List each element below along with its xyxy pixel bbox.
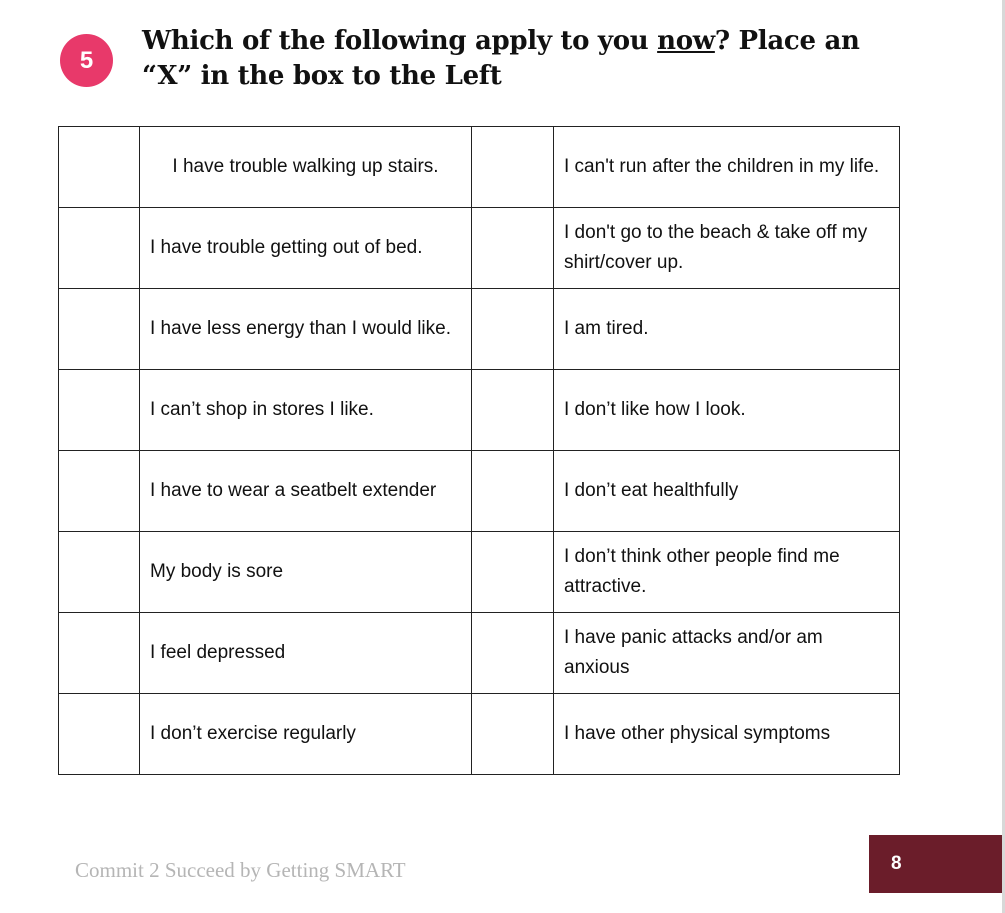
question-title: Which of the following apply to you now?… (142, 24, 860, 94)
checkbox-cell[interactable] (471, 288, 554, 370)
statement-cell: My body is sore (139, 531, 472, 613)
checkbox-cell[interactable] (471, 531, 554, 613)
checkbox-cell[interactable] (471, 207, 554, 289)
checkbox-cell[interactable] (58, 369, 140, 451)
checkbox-cell[interactable] (471, 612, 554, 694)
statement-cell: I can't run after the children in my lif… (553, 126, 900, 208)
checkbox-cell[interactable] (471, 450, 554, 532)
checkbox-cell[interactable] (58, 126, 140, 208)
checkbox-cell[interactable] (58, 450, 140, 532)
statement-cell: I have to wear a seatbelt extender (139, 450, 472, 532)
statement-cell: I feel depressed (139, 612, 472, 694)
title-part: ? Place an (714, 26, 860, 56)
title-line2: “X” in the box to the Left (142, 61, 502, 91)
table-row: I feel depressed I have panic attacks and… (58, 612, 900, 694)
footer-text: Commit 2 Succeed by Getting SMART (75, 858, 406, 882)
statement-cell: I have less energy than I would like. (139, 288, 472, 370)
checkbox-cell[interactable] (58, 207, 140, 289)
checkbox-cell[interactable] (58, 693, 140, 775)
statement-cell: I have trouble walking up stairs. (139, 126, 472, 208)
statement-cell: I have trouble getting out of bed. (139, 207, 472, 289)
table-row: I don’t exercise regularly I have other p… (58, 693, 900, 775)
table-row: I can’t shop in stores I like. I don’t li… (58, 369, 900, 451)
statement-cell: I have panic attacks and/or am anxious (553, 612, 900, 694)
statement-cell: I don’t eat healthfully (553, 450, 900, 532)
statement-cell: I can’t shop in stores I like. (139, 369, 472, 451)
page-edge (1002, 0, 1005, 913)
checkbox-cell[interactable] (471, 369, 554, 451)
checkbox-cell[interactable] (58, 612, 140, 694)
page-number-box: 8 (869, 835, 1002, 893)
title-emphasis: now (657, 26, 715, 56)
checkbox-cell[interactable] (471, 126, 554, 208)
statement-cell: I am tired. (553, 288, 900, 370)
question-number: 5 (79, 46, 94, 74)
checkbox-cell[interactable] (58, 531, 140, 613)
statement-cell: I don’t think other people find me attra… (553, 531, 900, 613)
checklist-table: I have trouble walking up stairs. I can't… (58, 126, 900, 775)
table-row: My body is sore I don’t think other peopl… (58, 531, 900, 613)
title-part: Which of the following apply to you (142, 26, 658, 56)
statement-cell: I don’t exercise regularly (139, 693, 472, 775)
table-row: I have to wear a seatbelt extender I don’… (58, 450, 900, 532)
checkbox-cell[interactable] (58, 288, 140, 370)
statement-cell: I don't go to the beach & take off my sh… (553, 207, 900, 289)
statement-cell: I have other physical symptoms (553, 693, 900, 775)
page-number: 8 (891, 853, 902, 874)
question-number-badge: 5 (60, 34, 113, 87)
table-row: I have trouble getting out of bed. I don'… (58, 207, 900, 289)
table-row: I have less energy than I would like. I a… (58, 288, 900, 370)
statement-cell: I don’t like how I look. (553, 369, 900, 451)
table-row: I have trouble walking up stairs. I can't… (58, 126, 900, 208)
checkbox-cell[interactable] (471, 693, 554, 775)
